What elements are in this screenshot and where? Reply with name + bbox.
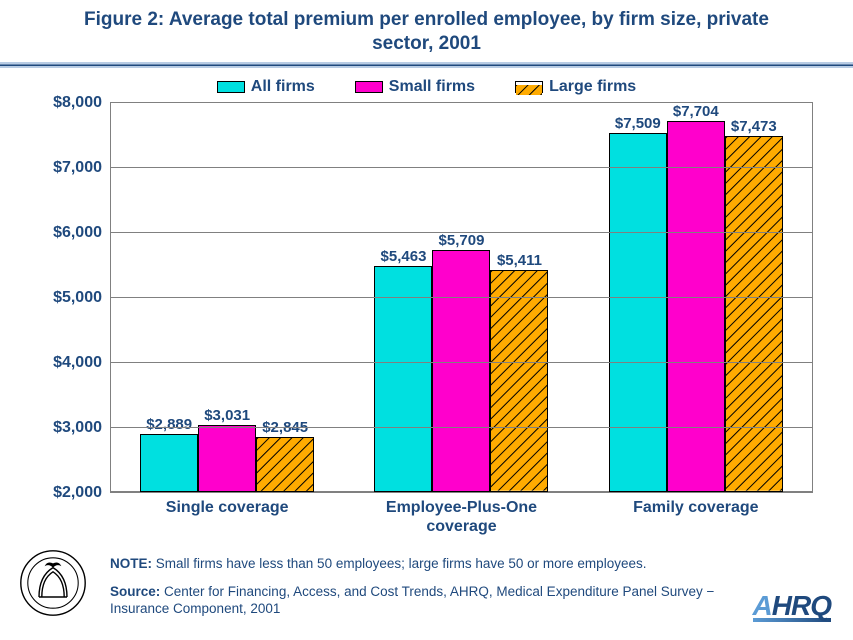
legend-label: Small firms — [389, 78, 475, 96]
legend-item: Small firms — [355, 78, 475, 96]
bar: $7,704 — [667, 121, 725, 492]
bar-value-label: $7,704 — [673, 103, 719, 122]
note-line: NOTE: Small firms have less than 50 empl… — [110, 555, 743, 573]
gridline: $6,000 — [110, 232, 813, 233]
legend-item: Large firms — [515, 78, 636, 96]
gridline: $2,000 — [110, 492, 813, 493]
bar: $2,845 — [256, 437, 314, 492]
y-tick-label: $2,000 — [53, 484, 110, 502]
y-tick-label: $3,000 — [53, 419, 110, 437]
y-tick-label: $7,000 — [53, 159, 110, 177]
gridline: $5,000 — [110, 297, 813, 298]
gridline: $4,000 — [110, 362, 813, 363]
bar: $7,509 — [609, 133, 667, 491]
bar-value-label: $7,509 — [615, 115, 661, 134]
legend-label: All firms — [251, 78, 315, 96]
bar-value-label: $5,709 — [439, 232, 485, 251]
legend-swatch — [355, 81, 383, 93]
bar-value-label: $2,845 — [262, 419, 308, 438]
x-category-label: Single coverage — [127, 498, 327, 536]
bar-group: $7,509$7,704$7,473 — [609, 121, 783, 492]
x-axis-labels: Single coverage Employee-Plus-One coverag… — [110, 498, 813, 536]
legend-item: All firms — [217, 78, 315, 96]
bar-value-label: $7,473 — [731, 118, 777, 137]
bar: $2,889 — [140, 434, 198, 492]
y-tick-label: $6,000 — [53, 224, 110, 242]
chart-title: Figure 2: Average total premium per enro… — [0, 0, 853, 58]
y-tick-label: $5,000 — [53, 289, 110, 307]
bar: $3,031 — [198, 425, 256, 492]
bar: $5,411 — [490, 270, 548, 492]
source-line: Source: Center for Financing, Access, an… — [110, 583, 743, 618]
y-tick-label: $8,000 — [53, 94, 110, 112]
bar: $5,709 — [432, 250, 490, 491]
bar: $5,463 — [374, 266, 432, 491]
y-tick-label: $4,000 — [53, 354, 110, 372]
legend: All firms Small firms Large firms — [0, 78, 853, 96]
title-underline — [0, 62, 853, 68]
x-category-label: Family coverage — [596, 498, 796, 536]
ahrq-logo: AHRQ — [753, 590, 831, 622]
gridline: $8,000 — [110, 102, 813, 103]
gridline: $3,000 — [110, 427, 813, 428]
bar-group: $5,463$5,709$5,411 — [374, 250, 548, 491]
legend-swatch — [515, 81, 543, 93]
legend-swatch — [217, 81, 245, 93]
chart-footer: NOTE: Small firms have less than 50 empl… — [0, 555, 853, 628]
bar: $7,473 — [725, 136, 783, 492]
bar-value-label: $5,411 — [497, 252, 542, 271]
x-category-label: Employee-Plus-One coverage — [361, 498, 561, 536]
bar-group: $2,889$3,031$2,845 — [140, 425, 314, 492]
bar-value-label: $2,889 — [146, 416, 192, 435]
gridline: $7,000 — [110, 167, 813, 168]
bar-value-label: $5,463 — [381, 248, 427, 267]
bar-value-label: $3,031 — [204, 407, 250, 426]
chart-plot-area: $2,889$3,031$2,845$5,463$5,709$5,411$7,5… — [110, 102, 813, 492]
legend-label: Large firms — [549, 78, 636, 96]
